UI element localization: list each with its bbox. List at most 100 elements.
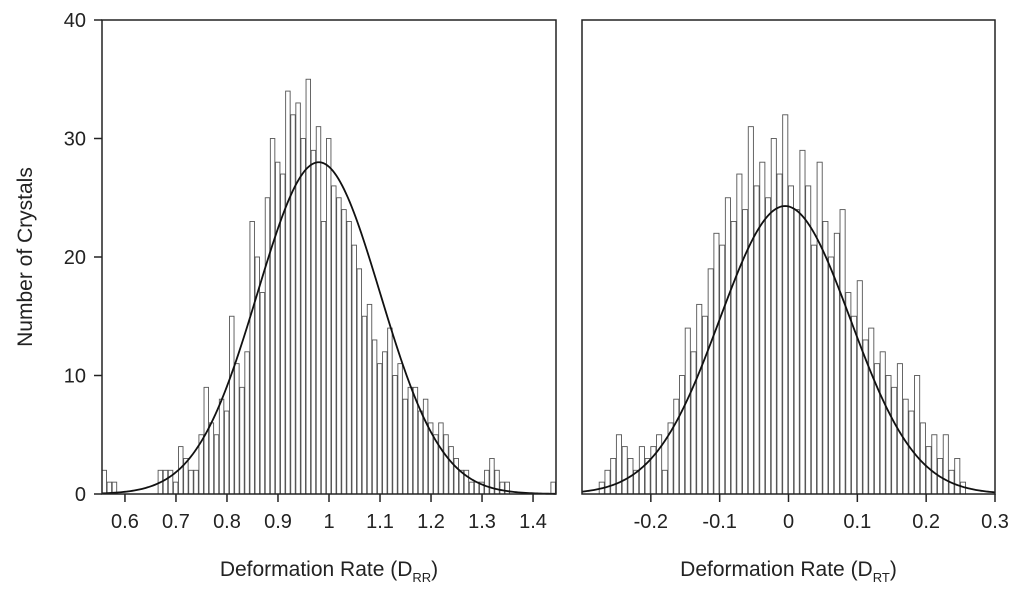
histogram-bar: [550, 481, 556, 495]
histogram-bar: [269, 138, 276, 495]
histogram-bar: [387, 327, 393, 495]
histogram-bar: [331, 185, 337, 495]
histogram-bar: [690, 351, 697, 495]
histogram-bar: [701, 315, 708, 495]
histogram-bar: [229, 315, 235, 495]
histogram-bar: [422, 398, 429, 495]
histogram-bar: [223, 410, 230, 495]
histogram-bar: [351, 244, 357, 495]
histogram-bar: [942, 434, 949, 495]
histogram-bar: [684, 327, 691, 495]
histogram-bar: [656, 434, 663, 495]
histogram-bar: [290, 114, 296, 495]
y-tick-label: 20: [64, 247, 86, 269]
y-tick-label: 10: [64, 366, 86, 388]
histogram-bar: [816, 161, 823, 495]
histogram-bar: [417, 410, 424, 495]
histogram-bar: [203, 386, 209, 495]
histogram-bar: [931, 434, 938, 495]
histogram-bar: [213, 434, 220, 495]
histogram-bar: [448, 446, 454, 495]
histogram-bar: [336, 197, 342, 495]
histogram-bar: [679, 375, 686, 495]
y-tick-label: 0: [75, 484, 86, 506]
histogram-bar: [713, 232, 720, 495]
histogram-bar: [310, 149, 317, 495]
histogram-bar: [407, 386, 414, 495]
histogram-bar: [851, 315, 858, 495]
histogram-bar: [249, 220, 255, 495]
histogram-bar: [377, 363, 383, 495]
histogram-bar: [280, 173, 286, 495]
histogram-bar: [615, 434, 622, 495]
x-tick-label: 0.9: [264, 511, 292, 533]
histogram-bar: [274, 161, 281, 495]
x-tick-label: 0.6: [111, 511, 139, 533]
histogram-bar: [696, 303, 703, 495]
histogram-bar: [776, 173, 783, 495]
histogram-bar: [382, 351, 388, 495]
x-tick-label: -0.1: [702, 511, 736, 533]
histogram-bar: [193, 469, 199, 495]
histogram-bar: [259, 292, 266, 495]
histogram-bar: [234, 363, 240, 495]
histogram-bar: [621, 446, 628, 495]
x-tick-label: 0: [783, 511, 794, 533]
histogram-bar: [361, 315, 368, 495]
histogram-bar: [885, 375, 892, 495]
y-tick-label: 30: [64, 129, 86, 151]
histogram-bar: [397, 363, 403, 495]
y-axis-label: Number of Crystals: [14, 167, 37, 347]
x-tick-label: -0.2: [634, 511, 668, 533]
histogram-bar: [208, 422, 215, 495]
histogram-bar: [914, 375, 921, 495]
histogram-bar: [759, 161, 766, 495]
histogram-bar: [504, 481, 510, 495]
histogram-bar: [264, 197, 271, 495]
x-tick-label: 0.2: [912, 511, 940, 533]
histogram-bar: [295, 102, 301, 495]
histogram-bar: [285, 90, 291, 495]
histogram-bar: [468, 481, 475, 495]
x-tick-label: 1.4: [519, 511, 547, 533]
histogram-bar: [787, 185, 794, 495]
histogram-bar: [954, 458, 961, 495]
histogram-bar: [346, 220, 352, 495]
histogram-bar: [218, 398, 225, 495]
histogram-bar: [320, 220, 327, 495]
x-axis-label: Deformation Rate (DRR): [220, 558, 438, 585]
histogram-bar: [856, 280, 863, 495]
histogram-bar: [845, 292, 852, 495]
histogram-bar: [484, 469, 490, 495]
histogram-bar: [822, 220, 829, 495]
histogram-bar: [833, 232, 840, 495]
histogram-bar: [371, 339, 378, 495]
histogram-bar: [239, 386, 245, 495]
histogram-bar: [326, 138, 332, 495]
histogram-bar: [879, 351, 886, 495]
histogram-bar: [244, 351, 250, 495]
histogram-bar: [356, 268, 363, 495]
histogram-bar: [902, 398, 909, 495]
histogram-bar: [604, 469, 611, 495]
histogram-bar: [499, 481, 505, 495]
histogram-bar: [341, 209, 347, 495]
histogram-bar: [765, 197, 772, 495]
histogram-bar: [453, 458, 459, 495]
y-tick-label: 40: [64, 10, 86, 32]
histogram-bar: [839, 209, 846, 495]
histogram-bar: [402, 398, 408, 495]
histogram-bar: [770, 138, 777, 495]
histogram-bar: [473, 481, 480, 495]
histogram-bar: [724, 197, 731, 495]
histogram-bar: [610, 458, 617, 495]
x-tick-label: 0.7: [162, 511, 190, 533]
histogram-bar: [747, 126, 754, 495]
histogram-bar: [661, 469, 668, 495]
x-tick-label: 0.8: [213, 511, 241, 533]
histogram-bar: [868, 327, 875, 495]
x-tick-label: 1.3: [468, 511, 496, 533]
histogram-bar: [443, 434, 449, 495]
histogram-bar: [438, 422, 444, 495]
histogram-bar: [719, 244, 726, 495]
